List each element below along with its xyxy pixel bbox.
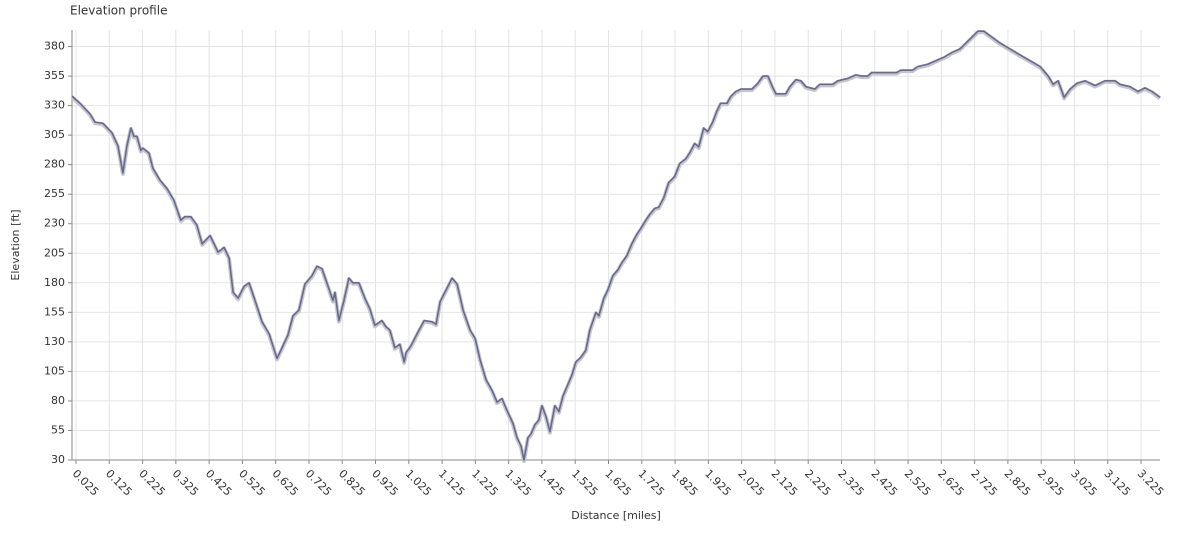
x-tick-label: 2.225 (802, 467, 833, 498)
x-tick-label: 1.525 (569, 467, 600, 498)
x-tick-label: 3.225 (1135, 467, 1166, 498)
x-tick-label: 0.525 (236, 467, 267, 498)
x-tick-label: 1.225 (469, 467, 500, 498)
grid: 30 55 80 105 130 155 180 205 230 255 280 305 330 355 3… (44, 30, 1166, 499)
x-tick-label: 0.325 (170, 467, 201, 498)
x-tick-label: 2.725 (968, 467, 999, 498)
x-tick-label: 3.125 (1102, 467, 1133, 498)
y-tick-label: 55 (51, 423, 65, 436)
x-tick-label: 2.425 (869, 467, 900, 498)
x-tick-label: 2.925 (1035, 467, 1066, 498)
y-tick-label: 280 (44, 158, 65, 171)
y-tick-label: 255 (44, 187, 65, 200)
x-tick-label: 0.625 (269, 467, 300, 498)
x-tick-label: 2.825 (1002, 467, 1033, 498)
chart-title: Elevation profile (70, 4, 167, 18)
x-tick-label: 1.825 (669, 467, 700, 498)
x-tick-label: 2.125 (769, 467, 800, 498)
y-tick-label: 80 (51, 394, 65, 407)
x-tick-label: 0.925 (369, 467, 400, 498)
x-tick-label: 1.625 (602, 467, 633, 498)
y-tick-label: 230 (44, 217, 65, 230)
y-axis-label: Elevation [ft] (9, 209, 22, 280)
x-tick-label: 0.125 (103, 467, 134, 498)
x-tick-label: 1.725 (636, 467, 667, 498)
x-tick-label: 2.625 (935, 467, 966, 498)
x-tick-label: 0.825 (336, 467, 367, 498)
y-tick-label: 180 (44, 276, 65, 289)
x-tick-label: 1.125 (436, 467, 467, 498)
y-tick-label: 355 (44, 69, 65, 82)
y-tick-label: 130 (44, 335, 65, 348)
x-tick-label: 0.425 (203, 467, 234, 498)
y-tick-label: 105 (44, 364, 65, 377)
y-tick-label: 205 (44, 246, 65, 259)
x-tick-label: 1.425 (536, 467, 567, 498)
x-tick-label: 1.025 (403, 467, 434, 498)
y-tick-label: 380 (44, 40, 65, 53)
x-axis-label: Distance [miles] (571, 509, 661, 522)
y-tick-label: 155 (44, 305, 65, 318)
plot (70, 30, 1162, 463)
y-tick-label: 305 (44, 128, 65, 141)
x-tick-label: 0.225 (136, 467, 167, 498)
x-tick-label: 2.325 (835, 467, 866, 498)
x-tick-label: 1.325 (502, 467, 533, 498)
y-tick-label: 330 (44, 99, 65, 112)
y-tick-label: 30 (51, 453, 65, 466)
x-tick-label: 0.725 (303, 467, 334, 498)
x-tick-label: 0.025 (70, 467, 101, 498)
x-tick-label: 3.025 (1068, 467, 1099, 498)
x-tick-label: 2.025 (735, 467, 766, 498)
line-shadow (70, 30, 1162, 463)
x-tick-label: 1.925 (702, 467, 733, 498)
x-tick-label: 2.525 (902, 467, 933, 498)
elevation-line (71, 30, 1161, 461)
